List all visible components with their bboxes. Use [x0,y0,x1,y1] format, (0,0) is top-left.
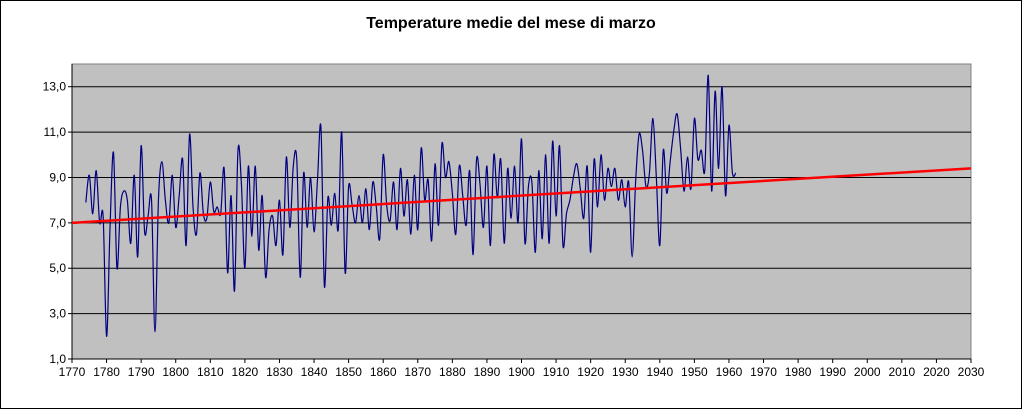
x-tick-label: 1990 [819,365,846,379]
x-tick-label: 1850 [335,365,362,379]
x-tick-label: 1930 [612,365,639,379]
y-tick-label: 5,0 [49,261,66,275]
axes [68,64,972,363]
y-tick-label: 11,0 [44,125,67,139]
y-tick-label: 1,0 [49,352,66,366]
x-tick-label: 1840 [301,365,328,379]
trend-layer [71,167,972,225]
tick-labels: 1,0 3,0 5,0 7,0 9,0 11,0 13,0 1770 1780 1790 1800 1… [43,80,985,379]
y-tick-label: 13,0 [43,80,67,94]
x-tick-label: 1910 [543,365,570,379]
trend-line [71,167,972,225]
x-tick-label: 1970 [750,365,777,379]
y-tick-label: 3,0 [49,307,66,321]
x-tick-label: 2010 [888,365,915,379]
x-tick-label: 1880 [439,365,466,379]
series-line-temperature [85,74,737,337]
x-tick-label: 2000 [854,365,881,379]
x-tick-label: 1870 [404,365,431,379]
y-tick-label: 7,0 [49,216,66,230]
y-tick-label: 9,0 [49,170,66,184]
x-tick-label: 1770 [59,365,86,379]
x-tick-label: 2030 [958,365,985,379]
x-tick-label: 1800 [162,365,189,379]
x-tick-label: 1900 [508,365,535,379]
x-tick-label: 1940 [646,365,673,379]
x-tick-label: 1950 [681,365,708,379]
x-tick-label: 1780 [93,365,120,379]
plot-area [71,63,972,360]
x-tick-label: 1960 [716,365,743,379]
chart-title: Temperature medie del mese di marzo [366,15,656,32]
x-tick-label: 1980 [785,365,812,379]
series-layer [85,74,737,337]
x-tick-label: 1820 [232,365,259,379]
x-tick-label: 1890 [474,365,501,379]
x-tick-label: 1860 [370,365,397,379]
x-tick-label: 2020 [923,365,950,379]
x-tick-label: 1830 [266,365,293,379]
x-tick-label: 1790 [128,365,155,379]
x-tick-label: 1920 [577,365,604,379]
x-tick-label: 1810 [197,365,224,379]
